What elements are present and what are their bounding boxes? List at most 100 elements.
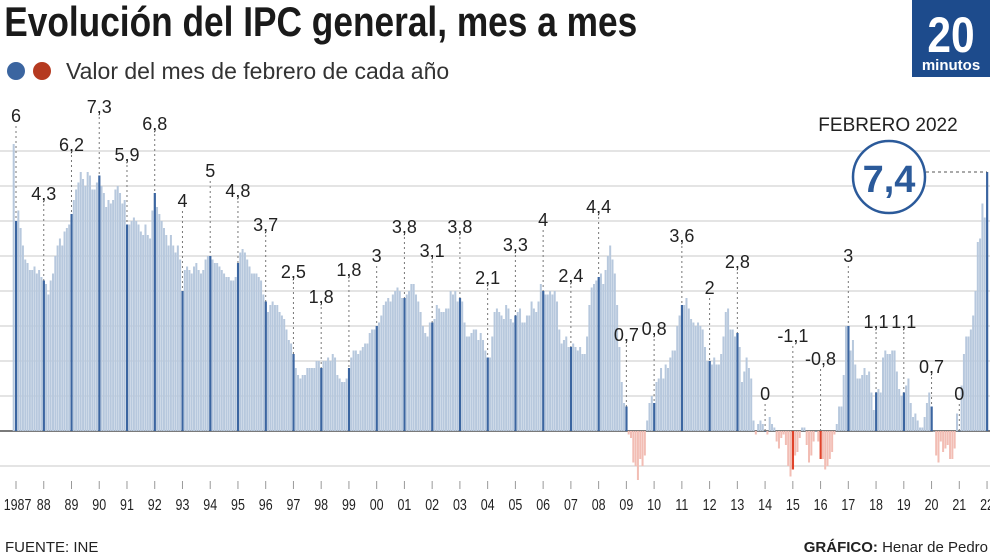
february-value-label: 2,4 — [558, 266, 583, 286]
month-bar — [898, 389, 901, 431]
month-bar — [470, 333, 473, 431]
legend-label: Valor del mes de febrero de cada año — [66, 58, 449, 84]
february-bar — [431, 322, 434, 431]
month-bar — [165, 235, 168, 431]
february-bar — [930, 406, 933, 431]
month-bar — [253, 273, 256, 431]
x-tick-label: 01 — [397, 497, 411, 515]
month-bar — [576, 350, 579, 431]
month-bar — [884, 350, 887, 431]
month-bar — [562, 340, 565, 431]
month-bar — [421, 326, 424, 431]
x-tick-label: 13 — [730, 497, 744, 515]
month-bar — [301, 375, 304, 431]
x-tick-label: 91 — [120, 497, 134, 515]
february-bar — [98, 175, 101, 431]
month-bar — [588, 305, 591, 431]
month-bar — [613, 273, 616, 431]
month-bar — [865, 375, 868, 431]
february-value-label: 2 — [705, 278, 715, 298]
logo: 20 minutos — [912, 0, 990, 77]
month-bar — [738, 347, 741, 431]
month-bar — [620, 382, 623, 431]
month-bar — [246, 259, 249, 431]
month-bar — [472, 329, 475, 431]
month-bar — [826, 431, 829, 466]
month-bar — [206, 256, 209, 431]
month-bar — [463, 322, 466, 431]
month-bar — [505, 305, 508, 431]
credit-label: GRÁFICO: — [804, 539, 878, 556]
month-bar — [851, 340, 854, 431]
month-bar — [183, 270, 186, 431]
month-bar — [484, 350, 487, 431]
february-bar — [680, 305, 684, 431]
month-bar — [678, 315, 681, 431]
month-bar — [734, 336, 737, 431]
month-bar — [863, 368, 866, 431]
month-bar — [713, 357, 716, 431]
month-bar — [100, 186, 103, 431]
month-bar — [109, 203, 112, 431]
month-bar — [611, 259, 614, 431]
month-bar — [465, 336, 468, 431]
month-bar — [179, 259, 182, 431]
month-bar — [507, 308, 510, 431]
month-bar — [95, 182, 98, 431]
month-bar — [317, 361, 320, 431]
month-bar — [449, 291, 452, 431]
month-bar — [528, 315, 531, 431]
month-bar — [234, 277, 237, 431]
month-bar — [354, 350, 357, 431]
month-bar — [981, 203, 984, 431]
february-bar — [764, 431, 767, 432]
month-bar — [350, 357, 353, 431]
month-bar — [572, 343, 575, 431]
x-tick-label: 95 — [231, 497, 245, 515]
month-bar — [974, 291, 977, 431]
february-value-label: -0,8 — [805, 349, 836, 369]
month-bar — [156, 207, 159, 431]
highlight-circle — [851, 139, 927, 215]
x-tick-label: 14 — [758, 497, 772, 515]
month-bar — [394, 291, 397, 431]
month-bar — [715, 364, 718, 431]
month-bar — [870, 392, 873, 431]
month-bar — [789, 431, 792, 477]
month-bar — [359, 350, 362, 431]
february-bar — [847, 326, 850, 431]
month-bar — [491, 336, 494, 431]
month-bar — [805, 431, 808, 445]
x-tick-label: 18 — [869, 497, 883, 515]
highlight-callout: FEBRERO 2022 7,4 — [818, 115, 988, 215]
month-bar — [285, 329, 288, 431]
february-value-label: 2,1 — [475, 268, 500, 288]
february-bar — [181, 291, 184, 431]
month-bar — [79, 172, 82, 431]
month-bar — [673, 350, 676, 431]
month-bar — [833, 431, 836, 435]
month-bar — [278, 312, 281, 431]
month-bar — [389, 301, 392, 431]
month-bar — [167, 245, 170, 431]
month-bar — [461, 301, 464, 431]
month-bar — [345, 378, 348, 431]
month-bar — [47, 294, 50, 431]
month-bar — [838, 406, 841, 431]
month-bar — [808, 431, 811, 463]
month-bar — [297, 375, 300, 431]
month-bar — [33, 266, 36, 431]
month-bar — [891, 350, 894, 431]
month-bar — [556, 301, 559, 431]
month-bar — [146, 235, 149, 431]
month-bar — [828, 431, 831, 459]
february-value-label: 3,8 — [447, 217, 472, 237]
x-tick-label: 02 — [425, 497, 439, 515]
february-bar — [458, 298, 462, 431]
february-value-label: 6,8 — [142, 114, 167, 134]
month-bar — [68, 224, 71, 431]
x-tick-label: 96 — [259, 497, 273, 515]
month-bar — [310, 368, 313, 431]
month-bar — [38, 270, 41, 431]
month-bar — [773, 427, 776, 431]
